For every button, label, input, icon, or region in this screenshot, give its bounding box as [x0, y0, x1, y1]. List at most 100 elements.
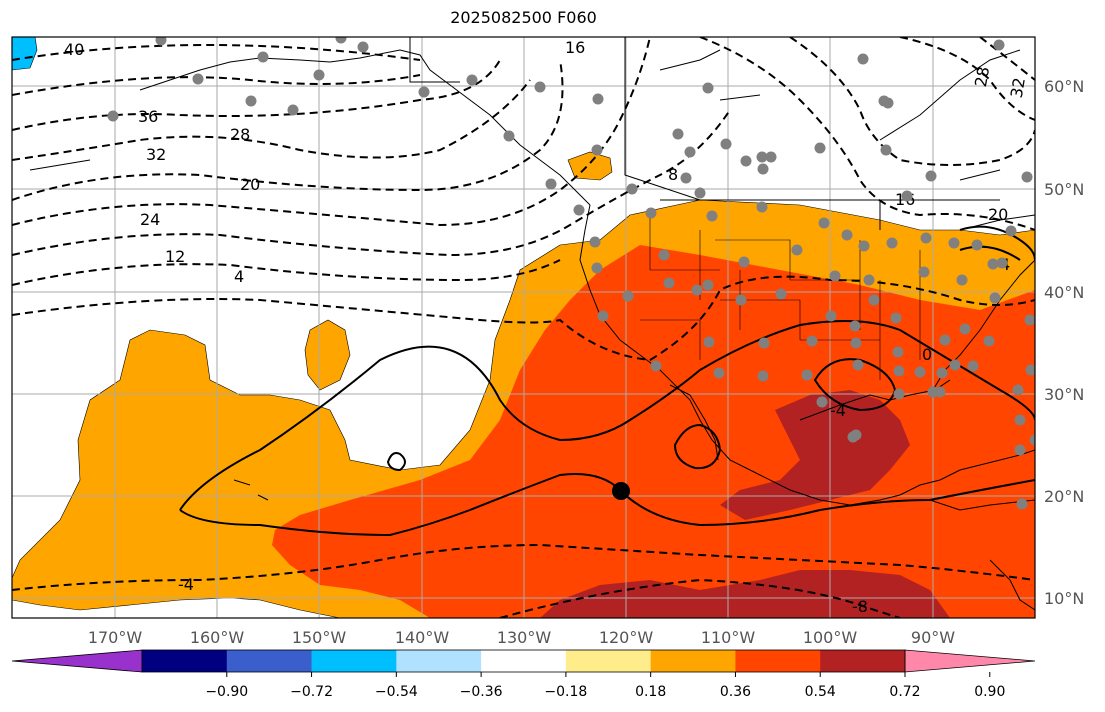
station-dot	[993, 39, 1005, 51]
station-dot	[880, 144, 892, 156]
colorbar-tick-label: 0.54	[805, 684, 836, 700]
station-dot	[418, 86, 430, 98]
station-dot	[849, 320, 861, 332]
station-dot	[757, 163, 769, 175]
shade-dark-red-south	[540, 570, 950, 618]
shade-white-gap	[12, 597, 341, 618]
station-dot	[892, 346, 904, 358]
station-dot	[313, 69, 325, 81]
map-frame	[11, 36, 1036, 619]
lat-tick-label: 50°N	[1044, 180, 1084, 199]
station-dot	[939, 334, 951, 346]
station-dot	[720, 138, 732, 150]
contour-label: 4	[234, 267, 244, 286]
station-dot	[738, 256, 750, 268]
map-title: 2025082500 F060	[450, 8, 597, 27]
station-dot	[650, 360, 662, 372]
colorbar-tick-label: 0.36	[720, 684, 751, 700]
colorbar-swatch	[142, 650, 228, 672]
station-dot	[791, 244, 803, 256]
station-dot	[816, 396, 828, 408]
station-dot	[592, 93, 604, 105]
station-dot	[847, 431, 859, 443]
contour-label: -4	[830, 401, 846, 420]
colorbar-tick-label: −0.18	[544, 684, 587, 700]
colorbar-swatch	[226, 650, 313, 672]
latitude-labels: 60°N 50°N 40°N 30°N 20°N 10°N	[1044, 77, 1084, 608]
station-dot	[626, 183, 638, 195]
shade-red-orange	[272, 245, 1035, 618]
contour-label: 20	[988, 205, 1008, 224]
contour-label: 20	[240, 175, 260, 194]
lat-tick-label: 30°N	[1044, 385, 1084, 404]
contour-label: 12	[165, 247, 185, 266]
station-markers	[107, 37, 1035, 510]
station-dot	[863, 274, 875, 286]
contour-label: 0	[922, 345, 932, 364]
colorbar-tick-label: 0.90	[974, 684, 1005, 700]
station-dot	[890, 312, 902, 324]
station-dot	[466, 74, 478, 86]
lon-tick-label: 90°W	[911, 628, 955, 647]
station-dot	[691, 284, 703, 296]
contour-label: 40	[64, 40, 84, 59]
station-dot	[663, 277, 675, 289]
station-dot	[1014, 414, 1026, 426]
station-dot	[702, 279, 714, 291]
longitude-labels: 170°W 160°W 150°W 140°W 130°W 120°W 110°…	[88, 628, 955, 647]
station-dot	[850, 337, 862, 349]
station-dot	[756, 201, 768, 213]
lon-tick-label: 150°W	[292, 628, 347, 647]
contour-label: 32	[146, 145, 166, 164]
station-dot	[956, 274, 968, 286]
station-dot	[996, 257, 1008, 269]
colorbar-swatch	[565, 650, 652, 672]
contour-labels: 40 36 32 28 24 20 16 12 8 4 0 -4 -4 -8 1…	[64, 38, 1029, 616]
station-dot	[1012, 384, 1024, 396]
station-dot	[893, 388, 905, 400]
station-dot	[155, 37, 167, 46]
station-dot	[893, 365, 905, 377]
contour-label: -4	[178, 575, 194, 594]
colorbar-extend-high	[904, 649, 1036, 673]
station-dot	[857, 53, 869, 65]
shade-island-orange	[304, 319, 351, 391]
contour-label: 28	[230, 125, 250, 144]
center-marker	[612, 482, 630, 500]
station-dot	[758, 337, 770, 349]
colorbar-swatch	[650, 650, 736, 672]
lon-tick-label: 110°W	[701, 628, 756, 647]
shade-cyan-corner	[12, 37, 38, 71]
station-dot	[591, 262, 603, 274]
colorbar-tick-label: 0.72	[889, 684, 920, 700]
station-dot	[918, 266, 930, 278]
station-dot	[841, 229, 853, 241]
station-dot	[989, 292, 1001, 304]
station-dot	[765, 151, 777, 163]
station-dot	[756, 151, 768, 163]
contour-label: 8	[668, 165, 678, 184]
station-dot	[694, 187, 706, 199]
station-dot	[740, 155, 752, 167]
lon-tick-label: 160°W	[190, 628, 245, 647]
shade-dark-red-gulf	[720, 390, 910, 520]
station-dot	[967, 360, 979, 372]
lon-tick-label: 130°W	[497, 628, 552, 647]
station-dot	[192, 73, 204, 85]
station-dot	[806, 335, 818, 347]
contour-label: 16	[565, 38, 585, 57]
colorbar-swatch	[481, 650, 567, 672]
colorbar-swatch	[735, 650, 821, 672]
colorbar-swatch	[311, 650, 397, 672]
station-dot	[825, 310, 837, 322]
station-dot	[1014, 444, 1026, 456]
lon-tick-label: 170°W	[88, 628, 143, 647]
station-dot	[901, 190, 913, 202]
colorbar-tick-label: −0.36	[460, 684, 503, 700]
lat-tick-label: 60°N	[1044, 77, 1084, 96]
map-plot-area: 40 36 32 28 24 20 16 12 8 4 0 -4 -4 -8 1…	[12, 37, 1035, 618]
station-dot	[287, 104, 299, 116]
station-dot	[971, 239, 983, 251]
station-dot	[684, 146, 696, 158]
station-dot	[801, 369, 813, 381]
